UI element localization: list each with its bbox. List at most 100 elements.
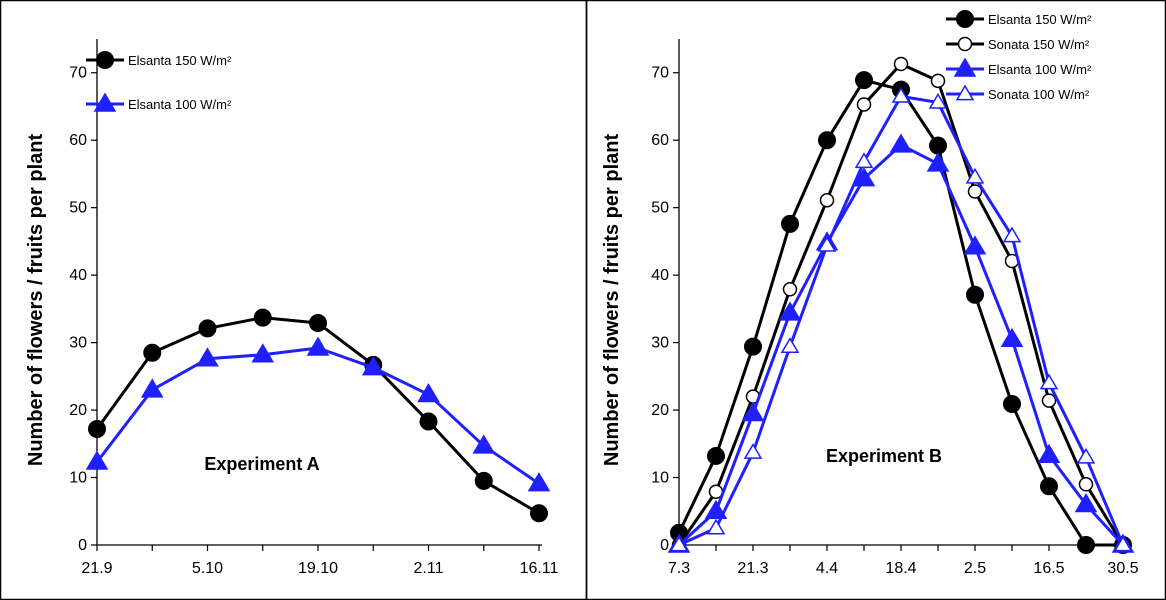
data-point bbox=[1037, 443, 1061, 464]
x-tick-label: 21.3 bbox=[737, 560, 768, 577]
y-tick-label: 40 bbox=[651, 267, 669, 284]
data-point bbox=[967, 184, 983, 199]
data-point bbox=[889, 133, 913, 153]
y-tick-label: 0 bbox=[660, 537, 669, 554]
legend-entry: Elsanta 100 W/m² bbox=[86, 92, 232, 112]
data-point bbox=[143, 343, 162, 362]
data-point bbox=[309, 314, 327, 333]
data-point bbox=[419, 412, 438, 431]
data-point bbox=[361, 356, 385, 376]
legend-marker bbox=[955, 84, 975, 101]
data-point bbox=[744, 337, 762, 356]
data-point bbox=[1074, 493, 1098, 513]
x-tick-label: 7.3 bbox=[668, 560, 690, 577]
legend-label: Elsanta 150 W/m² bbox=[128, 53, 232, 68]
data-point bbox=[530, 504, 548, 523]
x-tick-label: 2.5 bbox=[964, 560, 986, 577]
x-tick-label: 21.9 bbox=[81, 560, 112, 577]
legend-entry: Elsanta 150 W/m² bbox=[86, 51, 232, 69]
x-tick-label: 30.5 bbox=[1107, 560, 1138, 577]
data-point bbox=[893, 56, 909, 72]
experiment-label: Experiment A bbox=[204, 454, 319, 474]
experiment-label: Experiment B bbox=[826, 446, 942, 466]
x-tick-label: 16.5 bbox=[1033, 560, 1064, 577]
data-point bbox=[417, 383, 440, 403]
data-point bbox=[198, 319, 217, 338]
data-point bbox=[855, 71, 873, 90]
data-point bbox=[253, 308, 272, 327]
data-point bbox=[928, 92, 948, 109]
data-point bbox=[854, 152, 874, 169]
series-elsanta-100-w-m bbox=[667, 133, 1135, 553]
data-point bbox=[88, 419, 106, 438]
y-tick-label: 30 bbox=[69, 335, 87, 352]
x-tick-label: 18.4 bbox=[885, 560, 916, 577]
data-point bbox=[1078, 477, 1094, 492]
data-point bbox=[778, 301, 802, 321]
legend-label: Elsanta 100 W/m² bbox=[128, 97, 232, 112]
y-tick-label: 50 bbox=[69, 200, 87, 217]
data-point bbox=[251, 343, 275, 363]
data-point bbox=[780, 337, 800, 353]
data-point bbox=[1003, 394, 1021, 413]
data-point bbox=[966, 285, 984, 304]
data-point bbox=[782, 282, 798, 297]
panel-a-frame bbox=[0, 0, 588, 600]
y-tick-label: 60 bbox=[69, 132, 87, 149]
data-point bbox=[85, 450, 109, 470]
x-tick-label: 5.10 bbox=[192, 560, 223, 577]
y-tick-label: 30 bbox=[651, 335, 669, 352]
legend-marker bbox=[93, 92, 117, 112]
data-point bbox=[704, 499, 728, 520]
data-point bbox=[965, 167, 985, 184]
series-sonata-100-w-m bbox=[669, 86, 1133, 552]
data-point bbox=[817, 235, 837, 252]
legend-entry: Sonata 150 W/m² bbox=[946, 36, 1090, 52]
data-point bbox=[707, 446, 725, 465]
panel-experiment-a: Number of flowers / fruits per plant Exp… bbox=[25, 39, 559, 577]
legend-label: Elsanta 150 W/m² bbox=[988, 12, 1092, 27]
data-point bbox=[819, 192, 835, 208]
y-tick-label: 40 bbox=[69, 267, 87, 284]
legend-label: Elsanta 100 W/m² bbox=[988, 62, 1092, 77]
data-point bbox=[1040, 477, 1058, 496]
data-point bbox=[929, 136, 947, 155]
series-line bbox=[678, 94, 1125, 547]
legend-label: Sonata 150 W/m² bbox=[988, 37, 1090, 52]
panel-experiment-b: Number of flowers / fruits per plant Exp… bbox=[601, 10, 1139, 577]
data-point bbox=[856, 97, 872, 112]
data-point bbox=[1113, 535, 1133, 552]
y-tick-label: 10 bbox=[69, 470, 87, 487]
legend-marker bbox=[953, 57, 977, 77]
x-tick-label: 4.4 bbox=[816, 560, 838, 577]
data-point bbox=[140, 378, 164, 398]
y-tick-label: 20 bbox=[69, 402, 87, 419]
data-point bbox=[196, 347, 219, 367]
legend-marker bbox=[957, 36, 973, 52]
data-point bbox=[1077, 536, 1095, 554]
data-point bbox=[818, 131, 836, 150]
data-point bbox=[930, 73, 946, 89]
data-point bbox=[1000, 327, 1024, 347]
legend-marker bbox=[96, 51, 114, 69]
y-tick-label: 20 bbox=[651, 402, 669, 419]
data-point bbox=[1002, 226, 1022, 243]
data-point bbox=[963, 235, 987, 255]
data-point bbox=[1039, 373, 1059, 390]
y-axis-label: Number of flowers / fruits per plant bbox=[25, 134, 47, 467]
data-point bbox=[527, 472, 551, 492]
legend-entry: Elsanta 150 W/m² bbox=[946, 10, 1092, 28]
y-tick-label: 10 bbox=[651, 470, 669, 487]
data-point bbox=[706, 518, 726, 535]
data-point bbox=[852, 167, 876, 187]
legend-entry: Elsanta 100 W/m² bbox=[946, 57, 1092, 77]
data-point bbox=[926, 152, 950, 172]
x-tick-label: 16.11 bbox=[520, 560, 559, 577]
x-tick-label: 2.11 bbox=[414, 560, 444, 577]
data-point bbox=[891, 86, 911, 103]
data-point bbox=[1041, 393, 1057, 408]
y-tick-label: 70 bbox=[69, 65, 87, 82]
y-tick-label: 60 bbox=[651, 132, 669, 149]
data-point bbox=[474, 471, 493, 490]
